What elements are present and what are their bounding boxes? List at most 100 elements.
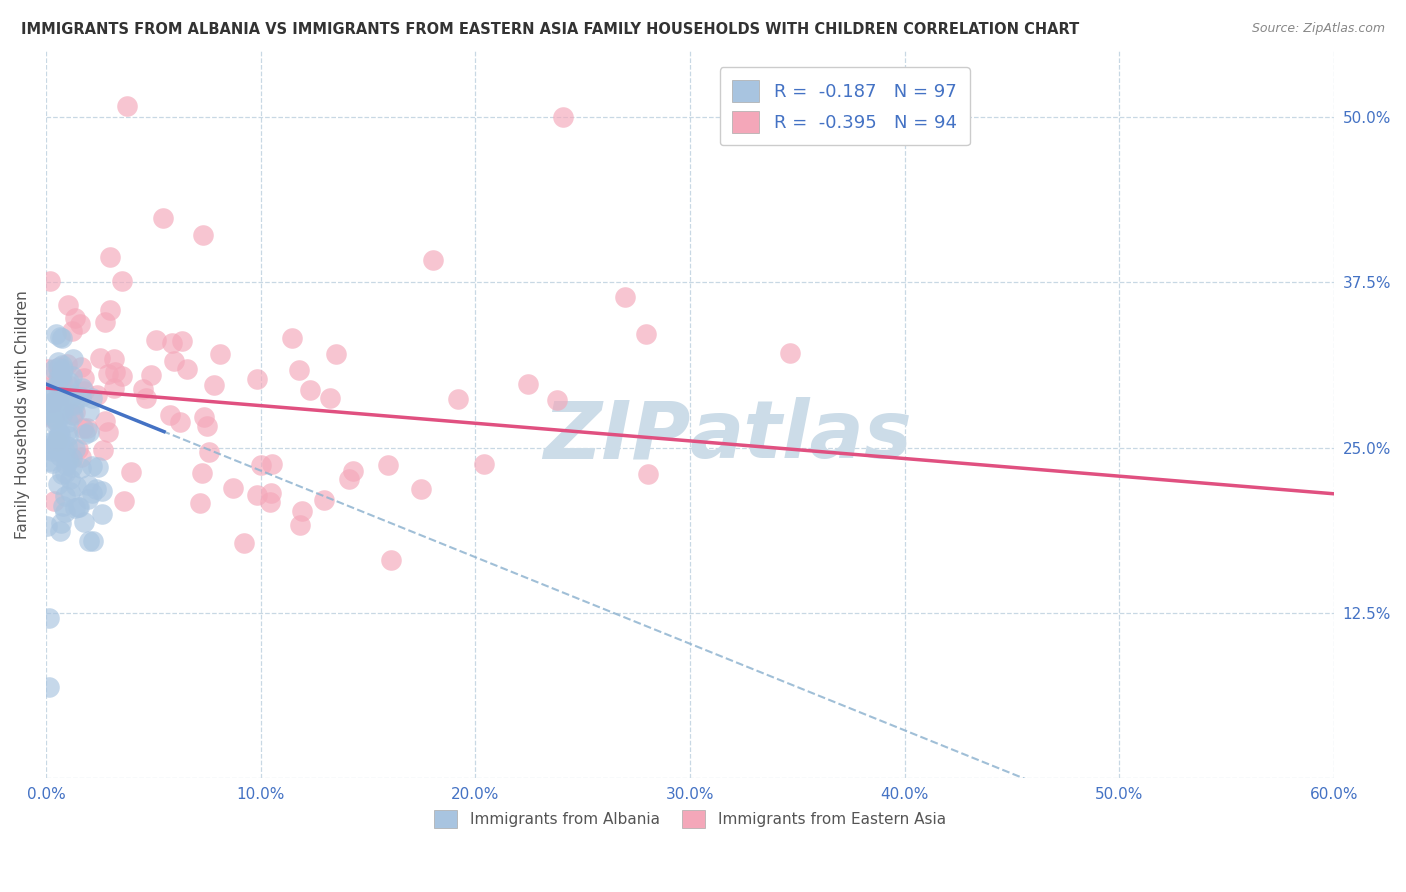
- Point: [188, 496, 211, 510]
- Point: [170, 334, 193, 349]
- Point: [77, 491, 100, 506]
- Point: [42, 384, 65, 399]
- Point: [233, 536, 256, 550]
- Point: [86, 387, 108, 401]
- Point: [38, 274, 60, 288]
- Point: [48, 425, 70, 440]
- Point: [56, 439, 79, 453]
- Point: [46, 430, 69, 444]
- Point: [132, 382, 155, 396]
- Point: [46, 361, 69, 376]
- Point: [39, 397, 62, 411]
- Point: [380, 553, 402, 567]
- Point: [56, 452, 79, 467]
- Point: [103, 381, 125, 395]
- Point: [516, 376, 538, 391]
- Point: [120, 465, 142, 479]
- Point: [82, 486, 104, 500]
- Point: [67, 500, 90, 515]
- Point: [46, 393, 69, 408]
- Point: [45, 397, 67, 411]
- Point: [53, 489, 76, 503]
- Point: [97, 368, 120, 382]
- Point: [52, 499, 75, 513]
- Point: [56, 298, 79, 312]
- Point: [84, 483, 107, 497]
- Point: [77, 404, 100, 418]
- Point: [46, 393, 69, 408]
- Point: [37, 435, 59, 450]
- Point: [221, 481, 243, 495]
- Text: atlas: atlas: [690, 397, 912, 475]
- Point: [62, 388, 84, 402]
- Point: [779, 345, 801, 359]
- Point: [63, 405, 86, 419]
- Point: [56, 358, 79, 372]
- Point: [44, 412, 66, 426]
- Point: [76, 478, 98, 492]
- Point: [111, 368, 134, 383]
- Point: [152, 211, 174, 226]
- Point: [288, 363, 311, 377]
- Point: [377, 458, 399, 472]
- Point: [69, 359, 91, 374]
- Point: [53, 505, 76, 519]
- Point: [59, 391, 82, 405]
- Point: [70, 381, 93, 395]
- Point: [49, 401, 72, 415]
- Point: [37, 519, 59, 533]
- Point: [45, 379, 67, 393]
- Point: [42, 494, 65, 508]
- Point: [249, 458, 271, 472]
- Point: [49, 427, 72, 442]
- Point: [634, 326, 657, 341]
- Point: [76, 421, 98, 435]
- Point: [176, 362, 198, 376]
- Point: [447, 392, 470, 406]
- Point: [246, 372, 269, 386]
- Point: [49, 330, 72, 344]
- Point: [52, 401, 75, 416]
- Point: [45, 412, 67, 426]
- Point: [160, 336, 183, 351]
- Point: [38, 405, 60, 419]
- Point: [45, 375, 67, 389]
- Point: [169, 415, 191, 429]
- Point: [42, 401, 65, 416]
- Point: [202, 377, 225, 392]
- Point: [60, 451, 83, 466]
- Point: [87, 460, 110, 475]
- Point: [139, 368, 162, 382]
- Point: [75, 427, 97, 442]
- Point: [195, 418, 218, 433]
- Point: [191, 466, 214, 480]
- Point: [91, 442, 114, 457]
- Point: [342, 464, 364, 478]
- Y-axis label: Family Households with Children: Family Households with Children: [15, 290, 30, 539]
- Point: [409, 482, 432, 496]
- Point: [135, 391, 157, 405]
- Point: [51, 408, 73, 422]
- Point: [46, 434, 69, 448]
- Point: [90, 508, 112, 522]
- Point: [48, 366, 70, 380]
- Point: [44, 417, 66, 432]
- Point: [197, 445, 219, 459]
- Point: [546, 392, 568, 407]
- Point: [46, 404, 69, 418]
- Point: [73, 370, 96, 384]
- Point: [97, 425, 120, 439]
- Point: [288, 518, 311, 533]
- Point: [51, 358, 73, 372]
- Point: [62, 352, 84, 367]
- Point: [145, 333, 167, 347]
- Point: [103, 351, 125, 366]
- Point: [60, 407, 83, 421]
- Point: [52, 388, 75, 402]
- Point: [53, 467, 76, 481]
- Point: [259, 495, 281, 509]
- Point: [39, 454, 62, 468]
- Point: [73, 384, 96, 398]
- Point: [63, 500, 86, 515]
- Point: [51, 365, 73, 379]
